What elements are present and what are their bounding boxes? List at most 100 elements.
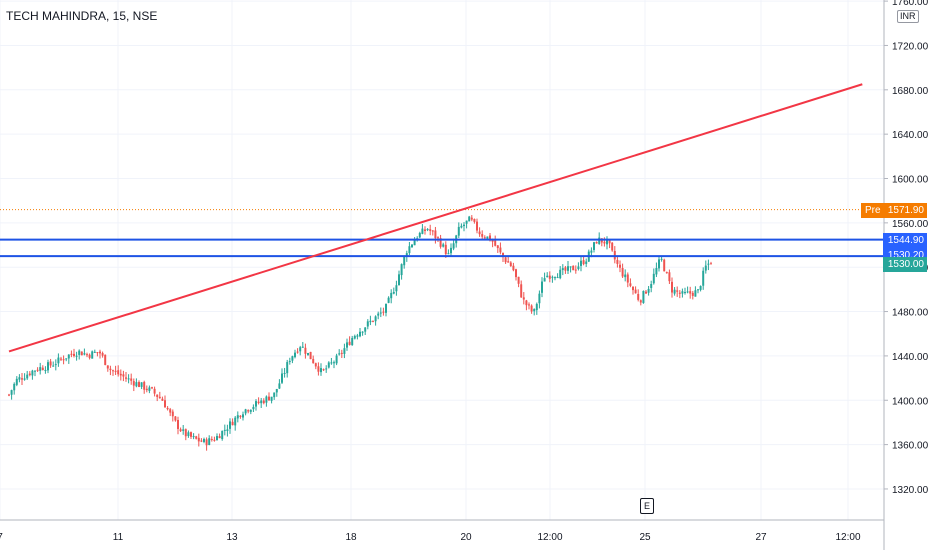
candle-body	[205, 439, 208, 446]
candle-body	[572, 265, 575, 271]
candle-body	[450, 247, 452, 254]
candle-body	[460, 225, 463, 228]
candle-body	[122, 374, 125, 377]
candle-body	[611, 242, 614, 251]
candle-body	[387, 297, 390, 303]
x-tick-label: 13	[226, 532, 238, 543]
candle-body	[65, 358, 68, 360]
candle-body	[556, 277, 559, 279]
candle-body	[75, 355, 78, 357]
candle-body	[291, 356, 294, 361]
candle-body	[148, 387, 151, 391]
candle-body	[351, 338, 354, 346]
premarket-label: Pre	[861, 202, 885, 218]
candle-body	[135, 382, 138, 387]
candle-body	[361, 331, 364, 333]
candle-body	[320, 368, 322, 373]
candle-body	[226, 429, 229, 432]
candle-body	[608, 239, 611, 244]
y-tick-label: 1320.00	[892, 485, 929, 496]
earnings-marker[interactable]: E	[640, 498, 654, 514]
candle-body	[478, 231, 481, 235]
candle-body	[62, 359, 65, 361]
candle-body	[26, 374, 29, 379]
candle-body	[400, 264, 403, 276]
candle-body	[296, 351, 299, 353]
candle-body	[626, 274, 629, 283]
candle-body	[93, 351, 96, 353]
candle-body	[395, 285, 398, 292]
candle-body	[699, 286, 702, 290]
candle-body	[652, 273, 655, 284]
candle-body	[356, 335, 359, 337]
candle-body	[364, 327, 367, 332]
candle-body	[252, 406, 255, 410]
candle-body	[208, 438, 211, 445]
candle-body	[639, 300, 642, 303]
x-tick-label: 27	[755, 532, 767, 543]
y-tick-label: 1440.00	[892, 352, 929, 363]
candle-body	[405, 253, 408, 257]
candle-body	[663, 259, 666, 272]
candle-body	[379, 312, 382, 314]
candle-body	[528, 304, 530, 306]
candle-body	[265, 396, 268, 403]
candle-body	[195, 436, 198, 439]
candle-body	[330, 362, 333, 364]
candle-body	[684, 292, 686, 294]
x-tick-label: 20	[460, 532, 472, 543]
candle-body	[655, 267, 658, 275]
candle-body	[437, 237, 439, 239]
candle-body	[502, 252, 504, 258]
candle-body	[658, 259, 660, 269]
candle-body	[634, 289, 637, 294]
candle-body	[23, 378, 26, 380]
candle-body	[203, 439, 205, 442]
candle-body	[569, 266, 572, 268]
candle-body	[317, 366, 320, 372]
candle-body	[522, 297, 525, 300]
candle-body	[218, 436, 221, 439]
candle-body	[286, 362, 289, 374]
candle-body	[390, 292, 393, 299]
candle-body	[533, 309, 536, 312]
x-tick-label: 18	[345, 532, 357, 543]
candle-body	[314, 363, 317, 367]
candle-body	[57, 357, 60, 364]
candle-body	[418, 232, 421, 238]
candle-body	[153, 388, 156, 394]
candle-body	[78, 350, 81, 355]
candle-body	[67, 354, 70, 359]
currency-badge[interactable]: INR	[897, 10, 919, 23]
candle-body	[637, 294, 640, 300]
candle-body	[15, 378, 18, 385]
candle-body	[452, 243, 455, 249]
candle-body	[689, 291, 692, 294]
chart-overlays	[0, 83, 884, 353]
candle-body	[88, 354, 91, 358]
candle-body	[106, 365, 109, 369]
candle-body	[179, 429, 182, 432]
x-tick-label: 25	[639, 532, 651, 543]
candle-body	[548, 275, 551, 279]
x-tick-label: 11	[113, 532, 124, 543]
candle-body	[551, 276, 554, 278]
candle-body	[564, 267, 567, 271]
candle-body	[543, 278, 546, 282]
y-tick-label: 1600.00	[892, 175, 929, 186]
last-price-tag: 1530.00	[883, 257, 927, 273]
candle-body	[249, 409, 252, 412]
candle-body	[507, 261, 510, 263]
candle-body	[491, 240, 494, 242]
candle-body	[161, 398, 164, 401]
candle-body	[676, 290, 679, 292]
candle-body	[21, 378, 23, 380]
candle-body	[117, 370, 120, 375]
candle-body	[257, 401, 260, 404]
candle-body	[429, 229, 432, 231]
candle-body	[177, 420, 179, 429]
candle-body	[476, 221, 478, 231]
candle-body	[353, 335, 356, 339]
candle-body	[307, 353, 309, 355]
